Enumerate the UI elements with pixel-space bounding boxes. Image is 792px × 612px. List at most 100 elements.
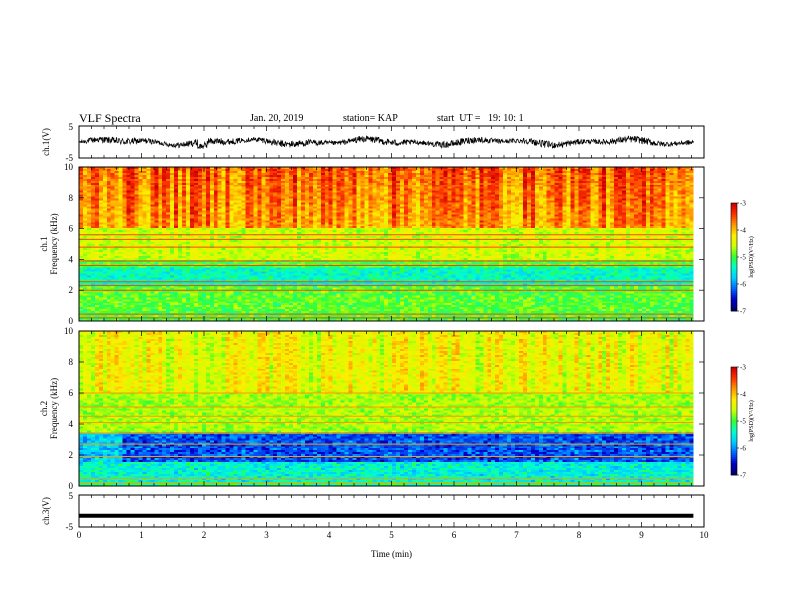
spectrogram-cell — [503, 199, 507, 201]
spectrogram-cell — [198, 206, 202, 208]
spectrogram-cell — [349, 212, 353, 214]
spectrogram-cell — [95, 208, 99, 210]
spectrogram-cell — [281, 228, 285, 230]
spectrogram-cell — [261, 210, 265, 212]
spectrogram-cell — [380, 201, 384, 203]
spectrogram-cell — [483, 205, 487, 207]
spectrogram-cell — [666, 197, 670, 199]
spectrogram-cell — [531, 183, 535, 185]
spectrogram-cell — [499, 199, 503, 201]
spectrogram-cell — [372, 220, 376, 222]
spectrogram-cell — [178, 205, 182, 207]
spectrogram-cell — [356, 181, 360, 183]
spectrogram-cell — [337, 187, 341, 189]
spectrogram-cell — [563, 175, 567, 177]
spectrogram-cell — [567, 187, 571, 189]
spectrogram-cell — [511, 195, 515, 197]
spectrogram-cell — [456, 185, 460, 187]
spectrogram-cell — [194, 220, 198, 222]
spectrogram-cell — [574, 201, 578, 203]
spectrogram-cell — [638, 222, 642, 224]
spectrogram-cell — [99, 195, 103, 197]
spectrogram-cell — [249, 179, 253, 181]
spectrogram-cell — [634, 205, 638, 207]
spectrogram-cell — [210, 185, 214, 187]
spectrogram-cell — [590, 214, 594, 216]
spectrogram-cell — [174, 197, 178, 199]
spectrogram-cell — [539, 222, 543, 224]
spectrogram-cell — [321, 173, 325, 175]
spectrogram-cell — [578, 195, 582, 197]
spectrogram-cell — [261, 175, 265, 177]
spectrogram-cell — [598, 187, 602, 189]
spectrogram-cell — [574, 181, 578, 183]
spectrogram-cell — [107, 193, 111, 195]
spectrogram-cell — [376, 228, 380, 230]
spectrogram-cell — [99, 193, 103, 195]
spectrogram-cell — [670, 173, 674, 175]
spectrogram-cell — [174, 226, 178, 228]
spectrogram-cell — [99, 197, 103, 199]
spectrogram-cell — [670, 205, 674, 207]
spectrogram-cell — [83, 191, 87, 193]
spectrogram-cell — [670, 185, 674, 187]
spectrogram-cell — [249, 220, 253, 222]
spectrogram-cell — [567, 208, 571, 210]
spectrogram-cell — [658, 201, 662, 203]
spectrogram-cell — [384, 220, 388, 222]
spectrogram-cell — [206, 185, 210, 187]
spectrogram-cell — [380, 214, 384, 216]
spectrogram-cell — [559, 218, 563, 220]
spectrogram-cell — [265, 210, 269, 212]
spectrogram-cell — [210, 201, 214, 203]
spectrogram-cell — [511, 226, 515, 228]
spectrogram-cell — [333, 195, 337, 197]
spectrogram-cell — [194, 195, 198, 197]
spectrogram-cell — [138, 187, 142, 189]
spectrogram-cell — [610, 208, 614, 210]
spectrogram-cell — [257, 199, 261, 201]
spectrogram-cell — [368, 201, 372, 203]
spectrogram-cell — [606, 183, 610, 185]
spectrogram-cell — [158, 205, 162, 207]
spectrogram-cell — [309, 175, 313, 177]
spectrogram-cell — [360, 177, 364, 179]
spectrogram-cell — [642, 218, 646, 220]
spectrogram-cell — [559, 185, 563, 187]
spectrogram-cell — [309, 208, 313, 210]
spectrogram-cell — [202, 201, 206, 203]
spectrogram-cell — [467, 208, 471, 210]
spectrogram-cell — [127, 206, 131, 208]
spectrogram-cell — [242, 195, 246, 197]
spectrogram-cell — [162, 193, 166, 195]
spectrogram-cell — [297, 201, 301, 203]
spectrogram-cell — [670, 197, 674, 199]
spectrogram-cell — [666, 212, 670, 214]
spectrogram-cell — [614, 208, 618, 210]
spectrogram-cell — [349, 185, 353, 187]
spectrogram-cell — [166, 173, 170, 175]
spectrogram-cell — [261, 201, 265, 203]
spectrogram-cell — [146, 203, 150, 205]
spectrogram-cell — [360, 212, 364, 214]
spectrogram-cell — [503, 185, 507, 187]
spectrogram-cell — [238, 181, 242, 183]
spectrogram-cell — [479, 183, 483, 185]
spectrogram-cell — [265, 228, 269, 230]
spectrogram-cell — [551, 222, 555, 224]
spectrogram-cell — [689, 173, 693, 175]
spectrogram-cell — [376, 218, 380, 220]
spectrogram-cell — [634, 224, 638, 226]
spectrogram-cell — [567, 205, 571, 207]
spectrogram-cell — [134, 210, 138, 212]
spectrogram-cell — [483, 179, 487, 181]
spectrogram-cell — [602, 181, 606, 183]
spectrogram-cell — [83, 212, 87, 214]
spectrogram-cell — [626, 173, 630, 175]
spectrogram-cell — [670, 177, 674, 179]
spectrogram-cell — [396, 201, 400, 203]
spectrogram-cell — [507, 224, 511, 226]
spectrogram-cell — [218, 206, 222, 208]
spectrogram-cell — [349, 195, 353, 197]
spectrogram-cell — [622, 191, 626, 193]
